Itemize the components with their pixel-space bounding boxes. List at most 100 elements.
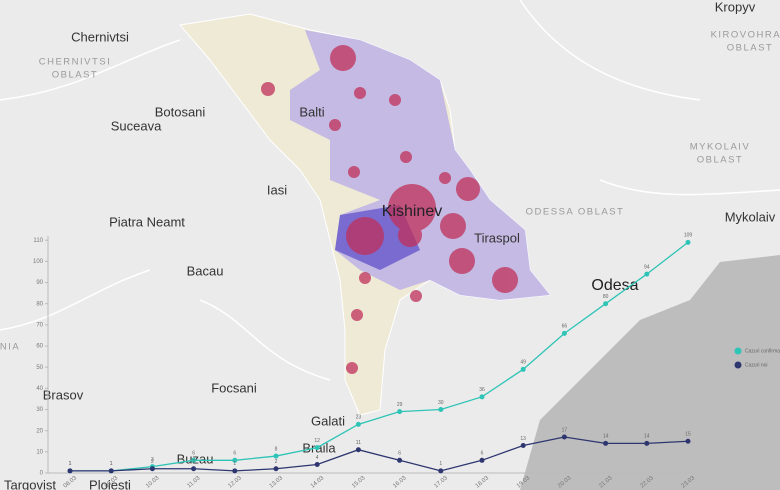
point xyxy=(603,440,609,446)
point xyxy=(644,271,650,277)
point xyxy=(561,434,567,440)
value-label: 30 xyxy=(438,400,444,406)
point xyxy=(438,468,444,474)
legend-label: Cazuri noi xyxy=(745,362,768,368)
value-label: 1 xyxy=(110,461,113,467)
value-label: 1 xyxy=(439,461,442,467)
place-label: MYKOLAIV xyxy=(690,142,751,153)
place-label: Iasi xyxy=(267,182,287,197)
point xyxy=(644,440,650,446)
point xyxy=(520,366,526,372)
place-label: Focsani xyxy=(211,380,257,395)
series-line xyxy=(70,241,689,472)
value-label: 2 xyxy=(151,459,154,465)
value-label: 29 xyxy=(397,402,403,408)
y-tick-label: 100 xyxy=(33,259,44,265)
point xyxy=(355,447,361,453)
point xyxy=(191,466,197,472)
place-label: Odesa xyxy=(591,277,638,294)
place-label: NIA xyxy=(0,342,20,353)
y-tick-label: 70 xyxy=(36,322,43,328)
legend-label: Cazuri confirmate xyxy=(745,348,780,354)
point xyxy=(397,409,403,415)
place-label: Chernivtsi xyxy=(71,29,129,44)
place-label: Mykolaiv xyxy=(725,209,776,224)
place-label: CHERNIVTSI xyxy=(39,57,112,68)
point xyxy=(191,457,197,463)
point xyxy=(314,445,320,451)
point xyxy=(232,457,238,463)
value-label: 12 xyxy=(314,438,320,444)
legend-swatch xyxy=(734,347,742,355)
legend-swatch xyxy=(734,361,742,369)
point xyxy=(479,394,485,400)
y-tick-label: 10 xyxy=(36,449,43,455)
point xyxy=(603,301,609,307)
y-tick-label: 110 xyxy=(33,238,43,244)
point xyxy=(438,407,444,413)
value-label: 1 xyxy=(110,461,113,467)
place-label: KIROVOHRAD xyxy=(711,30,780,41)
value-label: 2 xyxy=(275,459,278,465)
place-label: Kishinev xyxy=(382,203,442,220)
place-label: Suceava xyxy=(111,118,162,133)
value-label: 23 xyxy=(356,415,362,421)
value-label: 15 xyxy=(685,432,691,438)
place-label: Bacau xyxy=(187,263,224,278)
point xyxy=(479,457,485,463)
place-label: Kropyv xyxy=(715,0,756,14)
place-label: Brasov xyxy=(43,387,84,402)
value-label: 17 xyxy=(562,427,568,433)
place-label: Botosani xyxy=(155,104,206,119)
place-label: Tiraspol xyxy=(474,230,520,245)
value-label: 1 xyxy=(69,461,72,467)
value-label: 6 xyxy=(192,451,195,457)
value-label: 3 xyxy=(151,457,154,463)
point xyxy=(314,462,320,468)
value-label: 2 xyxy=(192,459,195,465)
y-tick-label: 80 xyxy=(36,301,43,307)
place-label: Galati xyxy=(311,413,345,428)
y-tick-label: 0 xyxy=(40,471,44,477)
value-label: 13 xyxy=(520,436,526,442)
point xyxy=(149,466,155,472)
value-label: 109 xyxy=(684,233,693,239)
value-label: 80 xyxy=(603,294,609,300)
value-label: 6 xyxy=(481,451,484,457)
y-tick-label: 90 xyxy=(36,280,43,286)
value-label: 6 xyxy=(233,451,236,457)
point xyxy=(685,438,691,444)
bubbles xyxy=(261,45,518,374)
value-label: 8 xyxy=(275,446,278,452)
point xyxy=(355,421,361,427)
y-tick-label: 30 xyxy=(36,407,43,413)
series-line xyxy=(70,436,689,472)
value-label: 36 xyxy=(479,387,485,393)
place-label: Ploiesti xyxy=(89,477,131,490)
point xyxy=(273,466,279,472)
point xyxy=(273,453,279,459)
point xyxy=(685,239,691,245)
place-label: OBLAST xyxy=(52,70,99,81)
point xyxy=(108,468,114,474)
value-label: 14 xyxy=(603,434,609,440)
sea xyxy=(520,255,780,490)
value-label: 6 xyxy=(398,451,401,457)
y-tick-label: 50 xyxy=(36,365,43,371)
borders xyxy=(0,0,780,381)
value-label: 14 xyxy=(644,434,650,440)
place-label: Piatra Neamt xyxy=(109,214,185,229)
point xyxy=(520,442,526,448)
value-label: 49 xyxy=(520,360,526,366)
value-label: 66 xyxy=(562,324,568,330)
point xyxy=(232,468,238,474)
value-label: 94 xyxy=(644,264,650,270)
value-label: 11 xyxy=(356,440,361,446)
point xyxy=(397,457,403,463)
place-label: OBLAST xyxy=(727,43,774,54)
point xyxy=(67,468,73,474)
place-label: ODESSA OBLAST xyxy=(526,207,625,218)
point xyxy=(561,330,567,336)
value-label: 4 xyxy=(316,455,319,461)
